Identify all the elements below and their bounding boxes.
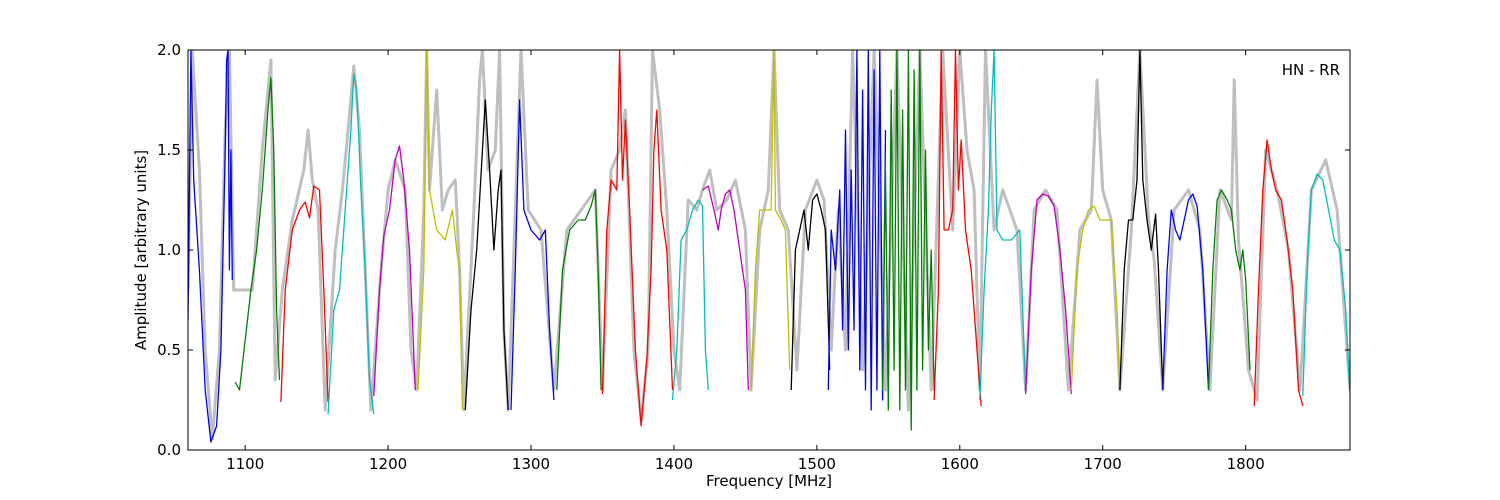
series-line-15 (827, 50, 887, 411)
series-line-1 (188, 50, 233, 443)
series-line-19 (1024, 193, 1072, 395)
series-line-24 (1253, 139, 1304, 407)
series-line-16 (881, 50, 935, 431)
series-line-22 (1162, 193, 1210, 391)
x-tick-label-1600: 1600 (941, 455, 979, 473)
x-tick-label-1500: 1500 (798, 455, 836, 473)
y-tick-label-2: 2.0 (157, 41, 181, 59)
ticks-layer: 1100 1200 1300 1400 1500 1600 1700 1800 0.0 0.5 1.… (157, 41, 1350, 473)
series-line-18 (979, 50, 1027, 401)
series-line-12 (702, 185, 749, 391)
x-tick-label-1700: 1700 (1084, 455, 1122, 473)
series-line-21 (1119, 50, 1164, 391)
x-tick-label-1400: 1400 (655, 455, 693, 473)
series-line-2 (234, 77, 281, 391)
y-tick-label-1: 1.0 (157, 241, 181, 259)
x-tick-label-1100: 1100 (226, 455, 264, 473)
y-tick-label-0.5: 0.5 (157, 341, 181, 359)
y-tick-label-1.5: 1.5 (157, 141, 181, 159)
x-tick-label-1800: 1800 (1227, 455, 1265, 473)
series-line-3 (280, 185, 329, 403)
series-line-10 (601, 50, 674, 427)
series-line-25 (1302, 173, 1350, 397)
annotation-label: HN - RR (1282, 61, 1340, 79)
x-axis-label: Frequency [MHz] (706, 472, 832, 490)
series-line-5 (373, 145, 416, 397)
series-line-6 (417, 50, 464, 411)
series-line-20 (1070, 205, 1121, 391)
series-line-23 (1207, 189, 1251, 391)
series-line-9 (556, 189, 602, 391)
x-tick-label-1300: 1300 (512, 455, 550, 473)
y-axis-label: Amplitude [arbitrary units] (132, 150, 150, 350)
series-line-8 (510, 99, 555, 411)
series-line-4 (327, 73, 375, 415)
series-line-17 (933, 50, 982, 407)
y-tick-label-0: 0.0 (157, 441, 181, 459)
series-line-7 (464, 99, 509, 411)
series-line-11 (671, 199, 709, 401)
x-tick-label-1200: 1200 (369, 455, 407, 473)
series-layer (188, 50, 1350, 443)
series-line-13 (750, 50, 791, 391)
series-line-14 (790, 193, 831, 391)
